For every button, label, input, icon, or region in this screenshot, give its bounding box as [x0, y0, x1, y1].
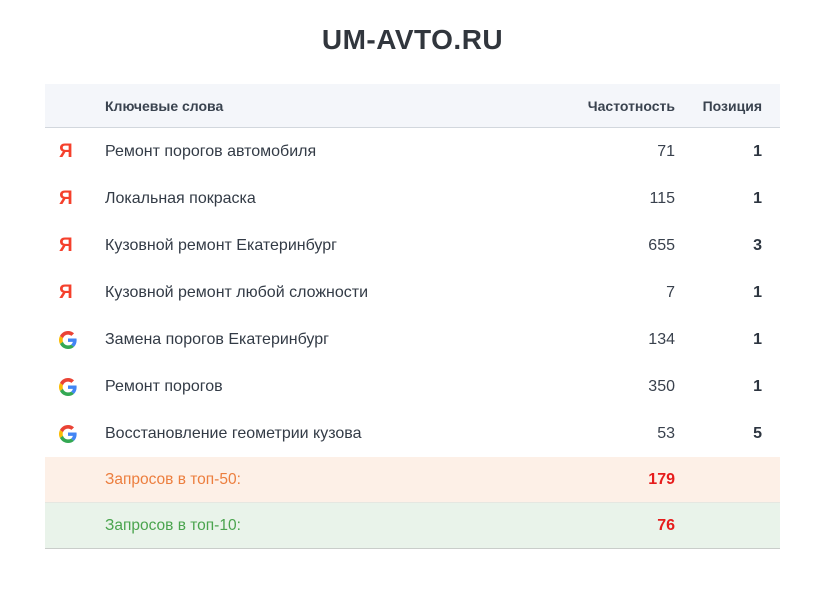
- google-icon: [59, 330, 77, 349]
- top50-label: Запросов в топ-50:: [105, 470, 241, 488]
- page-title: UM-AVTO.RU: [321, 24, 504, 55]
- search-engine-cell: Я: [45, 236, 105, 255]
- frequency-cell: 7: [666, 283, 675, 301]
- yandex-icon: Я: [59, 141, 73, 162]
- google-icon: [59, 424, 77, 443]
- keyword-cell: Ремонт порогов: [105, 377, 223, 395]
- keyword-positions-table: Ключевые слова Частотность Позиция Я Рем…: [45, 84, 780, 549]
- table-row: Я Ремонт порогов автомобиля 71 1: [45, 128, 780, 175]
- search-engine-cell: Я: [45, 283, 105, 302]
- keyword-cell: Кузовной ремонт Екатеринбург: [105, 236, 337, 254]
- keyword-cell: Ремонт порогов автомобиля: [105, 142, 317, 160]
- search-engine-cell: Я: [45, 142, 105, 161]
- column-header-position: Позиция: [702, 97, 762, 114]
- table-row: Я Восстановление геометрии кузова 53 5: [45, 410, 780, 457]
- keyword-cell: Восстановление геометрии кузова: [105, 424, 362, 442]
- search-engine-cell: Я: [45, 330, 105, 349]
- position-cell: 1: [753, 142, 762, 160]
- table-row: Я Замена порогов Екатеринбург 134 1: [45, 316, 780, 363]
- keyword-cell: Локальная покраска: [105, 189, 256, 207]
- yandex-icon: Я: [59, 235, 73, 256]
- summary-row-top10: Запросов в топ-10: 76: [45, 503, 780, 549]
- frequency-cell: 134: [648, 330, 675, 348]
- table-row: Я Кузовной ремонт Екатеринбург 655 3: [45, 222, 780, 269]
- position-cell: 1: [753, 330, 762, 348]
- keyword-cell: Кузовной ремонт любой сложности: [105, 283, 369, 301]
- top10-value: 76: [657, 516, 675, 534]
- position-cell: 1: [753, 377, 762, 395]
- frequency-cell: 53: [657, 424, 675, 442]
- table-row: Я Ремонт порогов 350 1: [45, 363, 780, 410]
- position-cell: 1: [753, 189, 762, 207]
- table-row: Я Кузовной ремонт любой сложности 7 1: [45, 269, 780, 316]
- position-cell: 3: [753, 236, 762, 254]
- google-icon: [59, 377, 77, 396]
- frequency-cell: 655: [648, 236, 675, 254]
- summary-row-top50: Запросов в топ-50: 179: [45, 457, 780, 503]
- yandex-icon: Я: [59, 188, 73, 209]
- frequency-cell: 71: [657, 142, 675, 160]
- table-row: Я Локальная покраска 115 1: [45, 175, 780, 222]
- position-cell: 1: [753, 283, 762, 301]
- position-cell: 5: [753, 424, 762, 442]
- top10-label: Запросов в топ-10:: [105, 516, 241, 534]
- table-body: Я Ремонт порогов автомобиля 71 1 Я: [45, 128, 780, 457]
- table-header-row: Ключевые слова Частотность Позиция: [45, 84, 780, 128]
- frequency-cell: 115: [649, 189, 675, 207]
- column-header-frequency: Частотность: [587, 97, 675, 114]
- search-engine-cell: Я: [45, 189, 105, 208]
- search-engine-cell: Я: [45, 424, 105, 443]
- yandex-icon: Я: [59, 282, 73, 303]
- column-header-keywords: Ключевые слова: [105, 97, 224, 114]
- frequency-cell: 350: [648, 377, 675, 395]
- search-engine-cell: Я: [45, 377, 105, 396]
- top50-value: 179: [648, 470, 675, 488]
- keyword-cell: Замена порогов Екатеринбург: [105, 330, 329, 348]
